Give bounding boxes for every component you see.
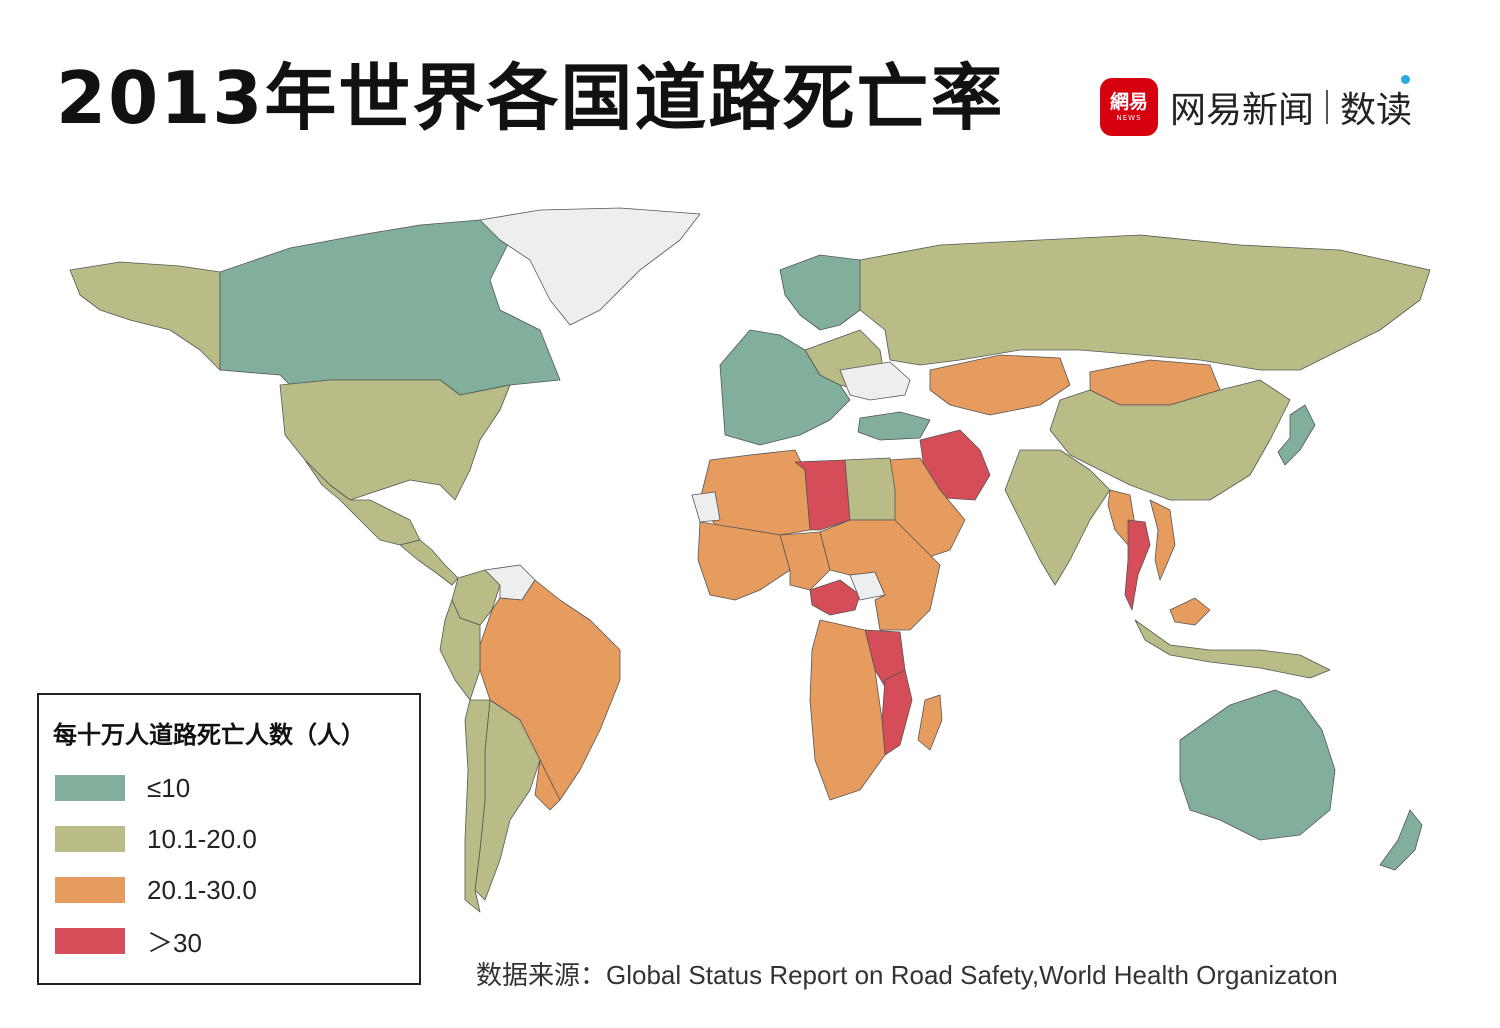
- map-region-new-zealand: [1379, 809, 1423, 871]
- map-region-greenland: [479, 207, 701, 326]
- map-region-central-african-republic: [809, 579, 861, 616]
- data-source: 数据来源：Global Status Report on Road Safety…: [476, 960, 1338, 990]
- world-map: [69, 207, 1431, 913]
- legend-swatch: [55, 775, 125, 801]
- brand-name: 网易新闻: [1170, 90, 1315, 131]
- map-region-central-america: [399, 539, 459, 586]
- map-region-chile: [464, 699, 491, 913]
- map-region-scandinavia: [779, 254, 861, 331]
- legend-label: 20.1-30.0: [147, 874, 257, 905]
- map-region-india: [1004, 449, 1111, 586]
- map-region-indonesia: [1134, 619, 1331, 679]
- map-region-ukraine: [839, 361, 911, 401]
- map-region-southern-africa: [809, 619, 886, 801]
- map-region-malaysia: [1169, 597, 1211, 626]
- map-region-western-europe: [719, 329, 851, 446]
- legend-swatch: [55, 826, 125, 852]
- map-region-thailand: [1124, 519, 1151, 611]
- map-region-western-sahara: [691, 491, 721, 523]
- brand-logo-subtext: NEWS: [1116, 113, 1142, 122]
- legend-item: ≤10: [55, 772, 191, 803]
- map-region-uruguay: [534, 759, 561, 811]
- legend-label: ＞30: [147, 927, 202, 958]
- map-region-kazakhstan: [929, 354, 1071, 416]
- map-region-vietnam: [1149, 499, 1176, 581]
- legend-title: 每十万人道路死亡人数（人）: [53, 721, 365, 749]
- map-region-australia: [1179, 689, 1336, 841]
- brand: 網易 NEWS 网易新闻 数读: [1100, 75, 1412, 136]
- map-region-mozambique: [881, 669, 913, 756]
- map-region-japan: [1277, 404, 1316, 466]
- legend: 每十万人道路死亡人数（人） ≤10 10.1-20.0 20.1-30.0 ＞3…: [37, 693, 421, 985]
- legend-swatch: [55, 877, 125, 903]
- legend-swatch: [55, 928, 125, 954]
- map-region-north-africa: [699, 449, 811, 536]
- brand-sub: 数读: [1340, 75, 1412, 133]
- brand-divider: [1326, 90, 1329, 124]
- brand-dot-icon: [1401, 75, 1411, 84]
- map-region-egypt: [844, 457, 896, 521]
- brand-logo-text: 網易: [1109, 90, 1148, 113]
- legend-item: ＞30: [55, 928, 202, 958]
- legend-label: ≤10: [147, 772, 191, 803]
- legend-item: 10.1-20.0: [55, 823, 257, 854]
- map-region-russia: [859, 234, 1431, 371]
- map-region-west-africa: [697, 521, 791, 601]
- map-region-turkey: [857, 411, 931, 441]
- page-title: 2013年世界各国道路死亡率: [56, 56, 1005, 140]
- map-region-peru: [439, 599, 481, 701]
- map-region-china: [1049, 379, 1291, 501]
- legend-label: 10.1-20.0: [147, 823, 257, 854]
- netease-logo-icon: 網易 NEWS: [1100, 78, 1158, 136]
- legend-item: 20.1-30.0: [55, 874, 257, 905]
- map-region-united-states: [279, 379, 511, 501]
- map-region-east-africa: [819, 519, 941, 631]
- map-region-alaska: [69, 261, 221, 371]
- map-region-madagascar: [917, 694, 943, 751]
